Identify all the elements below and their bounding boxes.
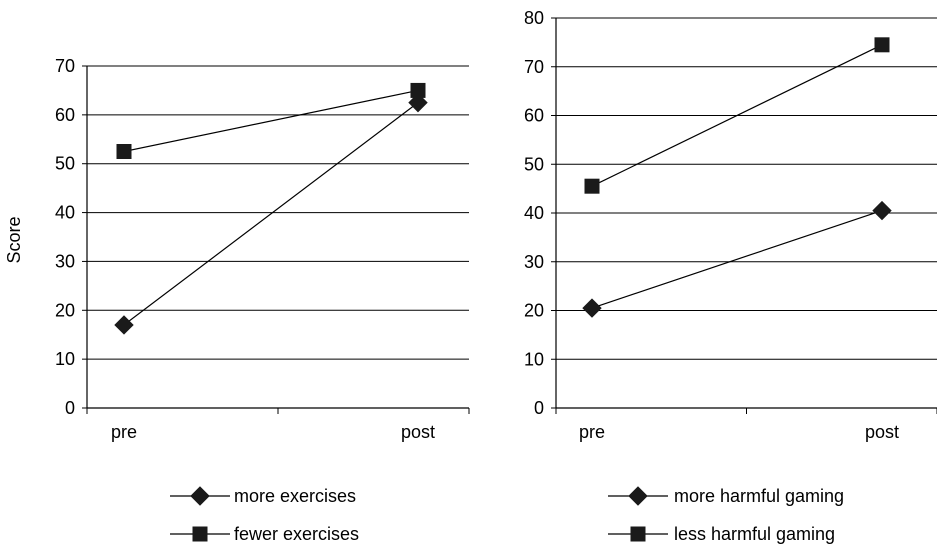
exercises-legend-square-icon	[192, 526, 208, 542]
gaming-diamond-point	[582, 298, 602, 318]
gaming-y-tick-label: 0	[534, 398, 544, 418]
exercises-x-tick-label: post	[401, 422, 435, 442]
exercises-series-line	[123, 89, 419, 153]
gaming-square-point	[584, 178, 600, 194]
exercises-y-axis-title: Score	[4, 216, 24, 263]
exercises-square-point	[410, 82, 426, 98]
gaming-square-point	[874, 37, 890, 53]
gaming-y-tick-label: 50	[524, 154, 544, 174]
chart-exercises: 0 10 20 30 40 50 60 70 pre post Score more exercise…	[4, 56, 470, 544]
gaming-x-tick-label: post	[865, 422, 899, 442]
exercises-y-tick-label: 0	[65, 398, 75, 418]
gaming-y-tick-label: 10	[524, 349, 544, 369]
exercises-y-tick-label: 40	[55, 203, 75, 223]
exercises-legend-item: more exercises	[170, 486, 356, 506]
gaming-series-line	[591, 44, 883, 187]
exercises-square-point	[116, 144, 132, 159]
gaming-y-tick-label: 60	[524, 106, 544, 126]
gaming-y-tick-label: 70	[524, 57, 544, 77]
gaming-diamond-point	[872, 200, 892, 221]
exercises-y-tick-label: 70	[55, 56, 75, 76]
exercises-x-tick-label: pre	[111, 422, 137, 442]
gaming-legend-diamond-icon	[628, 486, 648, 506]
gaming-y-tick-label: 40	[524, 203, 544, 223]
gaming-y-tick-label: 80	[524, 8, 544, 28]
exercises-legend-label: fewer exercises	[234, 524, 359, 544]
exercises-y-tick-label: 20	[55, 300, 75, 320]
exercises-y-tick-label: 10	[55, 349, 75, 369]
gaming-legend-label: more harmful gaming	[674, 486, 844, 506]
chart-gaming: 0 10 20 30 40 50 60 70 80 pre post more harmful gam…	[524, 8, 937, 544]
gaming-legend-square-icon	[630, 526, 646, 542]
gaming-legend-item: more harmful gaming	[608, 486, 844, 506]
exercises-legend-label: more exercises	[234, 486, 356, 506]
gaming-legend-item: less harmful gaming	[608, 524, 835, 544]
exercises-diamond-point	[408, 92, 428, 113]
exercises-y-tick-label: 50	[55, 154, 75, 174]
exercises-y-tick-label: 30	[55, 251, 75, 271]
gaming-y-tick-label: 30	[524, 252, 544, 272]
gaming-legend-label: less harmful gaming	[674, 524, 835, 544]
exercises-y-tick-label: 60	[55, 105, 75, 125]
gaming-y-tick-label: 20	[524, 301, 544, 321]
exercises-diamond-point	[114, 315, 134, 335]
exercises-legend-item: fewer exercises	[170, 524, 359, 544]
gaming-series-line	[591, 209, 883, 309]
exercises-series-line	[123, 102, 419, 326]
gaming-x-tick-label: pre	[579, 422, 605, 442]
exercises-legend-diamond-icon	[190, 486, 210, 506]
